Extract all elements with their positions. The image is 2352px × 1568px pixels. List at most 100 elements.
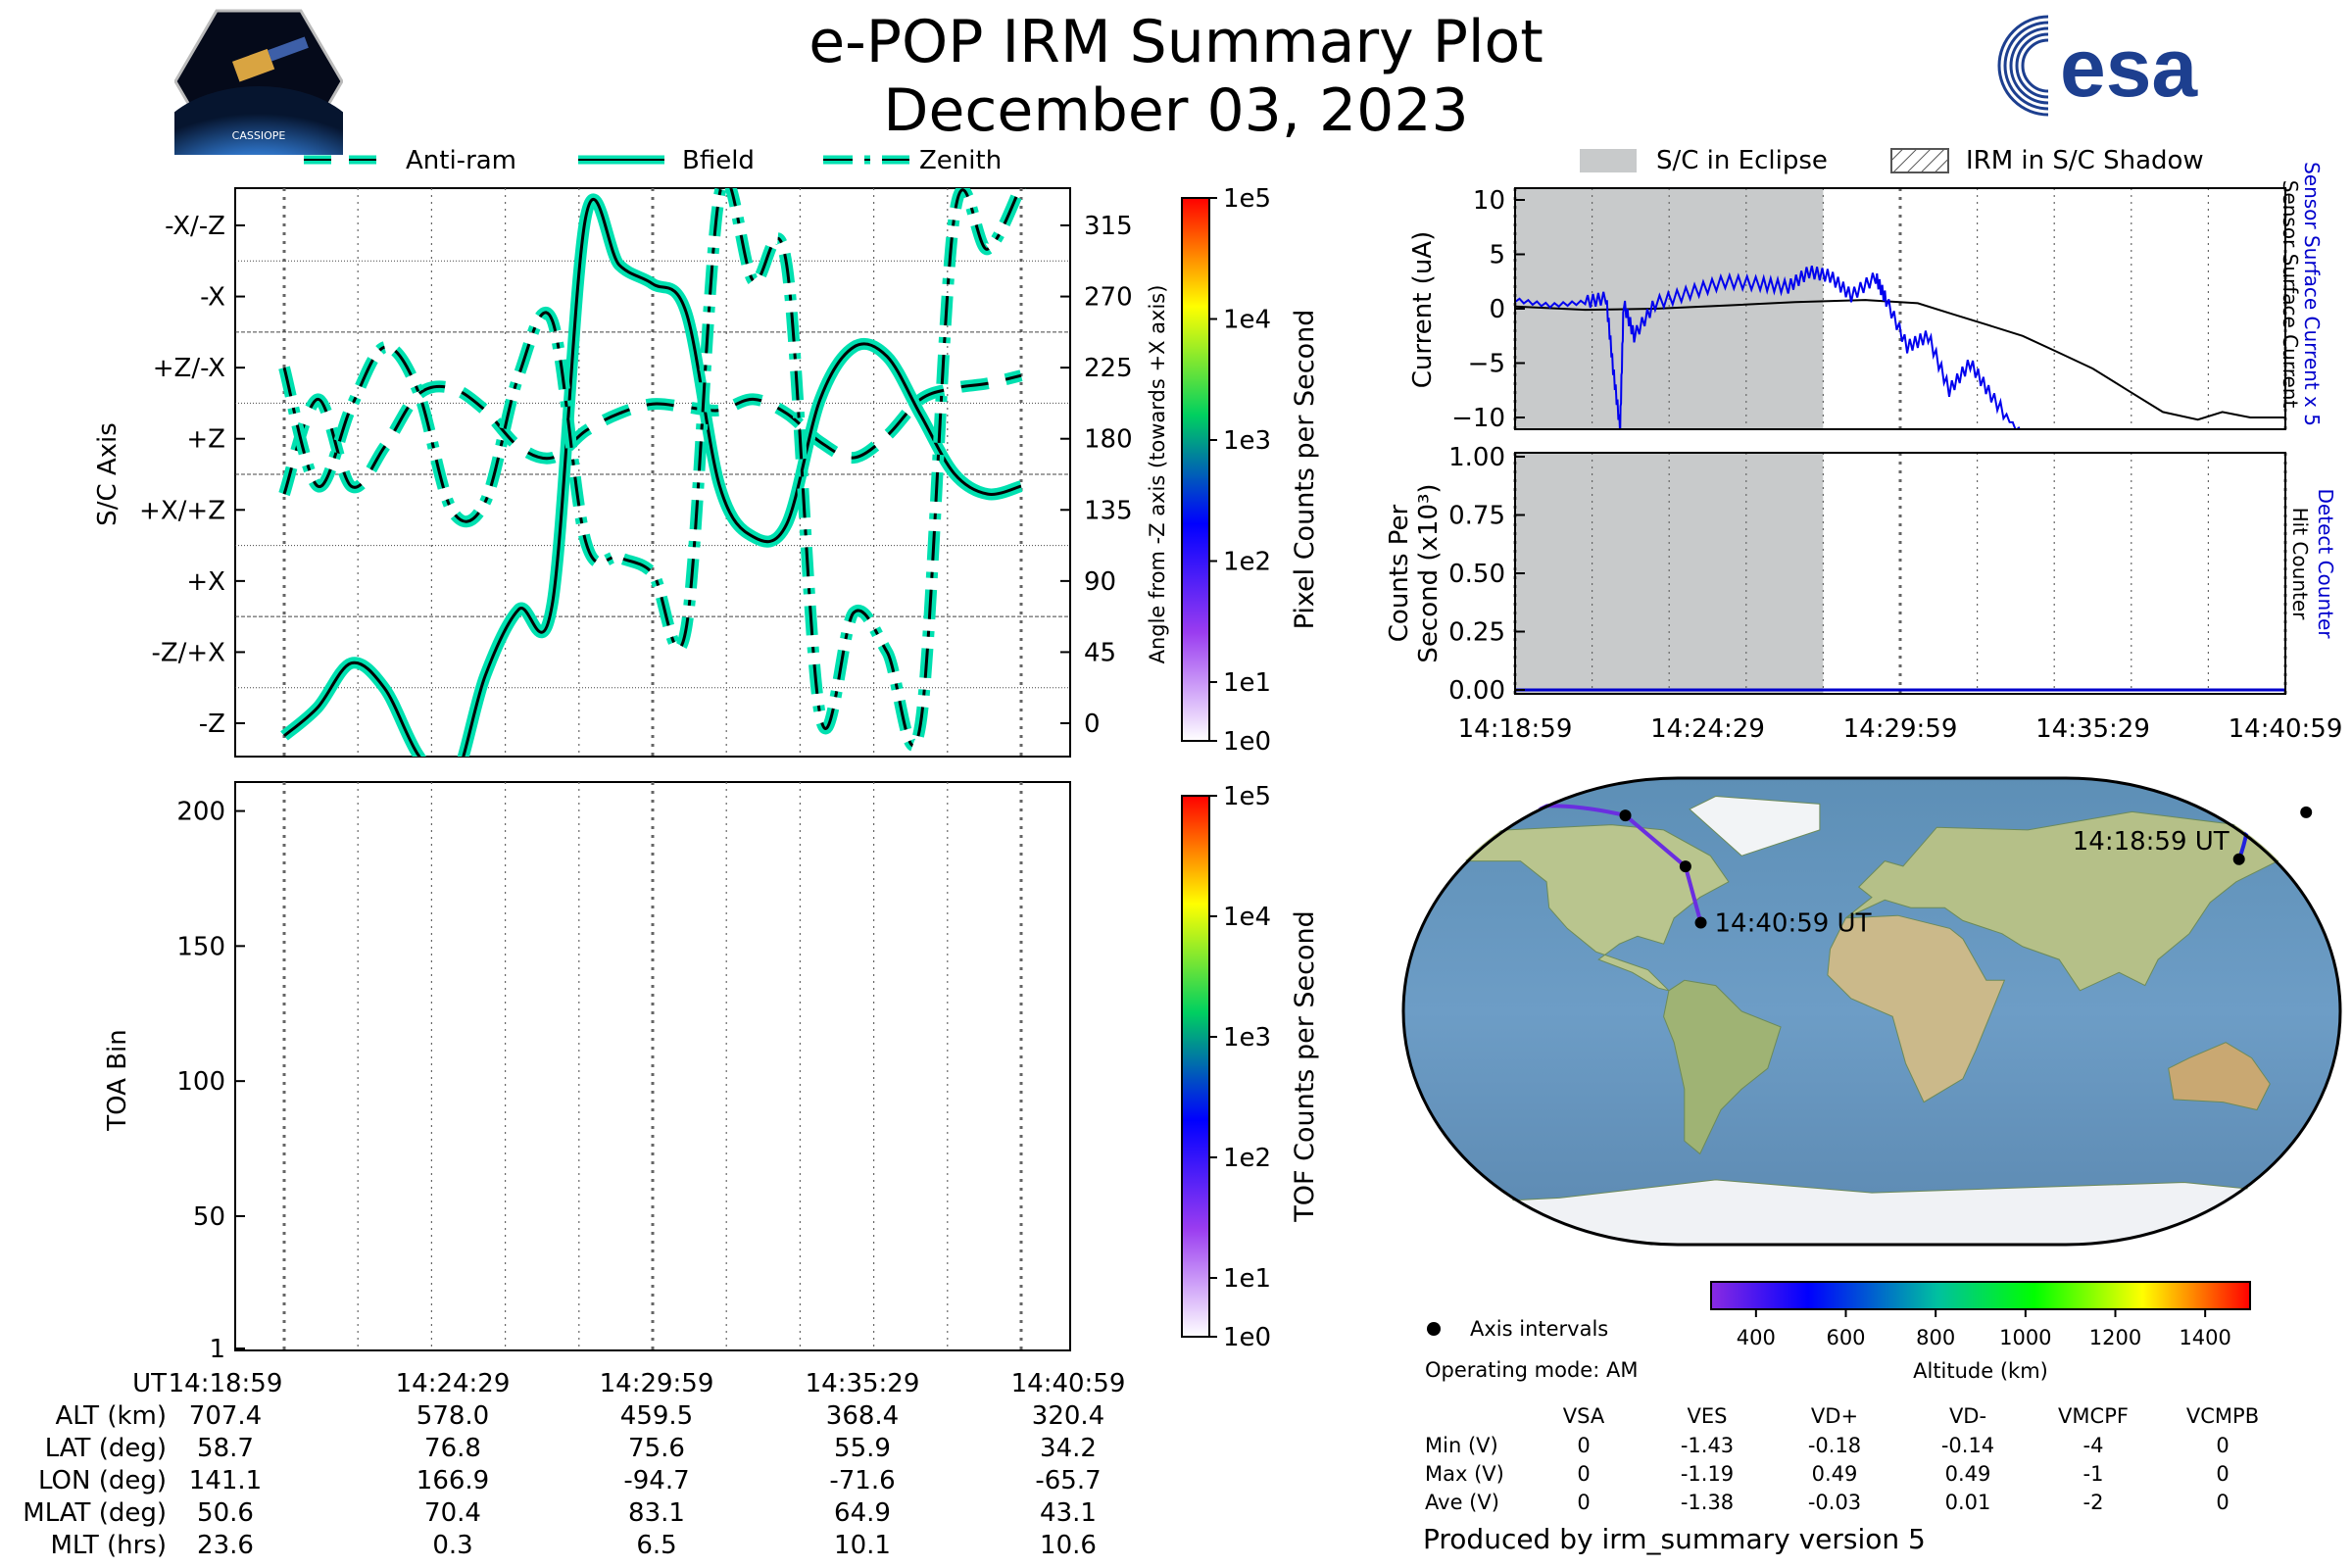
map-border — [1401, 776, 2342, 1247]
ephemeris-label: UT — [132, 1369, 167, 1398]
voltage-row-label: Max (V) — [1425, 1462, 1504, 1486]
tof-colorbar-tick: 1e0 — [1223, 1323, 1271, 1352]
current-traces — [1515, 265, 2285, 429]
voltage-value: 0 — [2216, 1434, 2229, 1457]
ephemeris-value: 459.5 — [620, 1401, 693, 1431]
tof-ytick: 150 — [176, 932, 225, 961]
axis-interval-marker — [2300, 806, 2313, 818]
axis-interval-marker — [2232, 853, 2245, 865]
ephemeris-value: 141.1 — [189, 1466, 262, 1495]
voltage-value: 0 — [2216, 1491, 2229, 1514]
voltage-header: VMCPF — [2058, 1404, 2129, 1428]
voltage-value: 0.01 — [1945, 1491, 1991, 1514]
x-tick-label: 14:18:59 — [1458, 714, 1573, 744]
eurasia — [1845, 810, 2341, 992]
attitude-ytick: +Z — [186, 425, 225, 455]
tof-ylabel: TOA Bin — [103, 1029, 132, 1131]
trace-sensor-surface-current — [1515, 299, 2285, 421]
ephemeris-label: MLT (hrs) — [51, 1531, 168, 1560]
attitude-right-tick: 0 — [1084, 710, 1101, 739]
ephemeris-value: 0.3 — [432, 1531, 472, 1560]
voltage-header: VCMPB — [2186, 1404, 2259, 1428]
current-ytick: −5 — [1468, 350, 1505, 379]
operating-mode: Operating mode: AM — [1425, 1358, 1638, 1382]
footer: Produced by irm_summary version 5 — [1423, 1523, 1926, 1555]
ephemeris-label: LON (deg) — [38, 1466, 167, 1495]
attitude-legend-bfield: Bfield — [682, 146, 755, 175]
attitude-ylabel: S/C Axis — [93, 422, 122, 526]
voltage-value: 0.49 — [1812, 1462, 1858, 1486]
pixel-colorbar-tick: 1e5 — [1223, 184, 1271, 214]
voltage-value: -4 — [2083, 1434, 2104, 1457]
altitude-label: Altitude (km) — [1913, 1359, 2048, 1383]
plot-date: December 03, 2023 — [883, 76, 1469, 145]
tof-ytick: 100 — [176, 1067, 225, 1097]
greenland — [1689, 795, 1821, 857]
ephemeris-value: -94.7 — [623, 1466, 689, 1495]
attitude-right-tick: 270 — [1084, 283, 1133, 313]
ephemeris-value: 14:24:29 — [396, 1369, 511, 1398]
shadow-legend-label: IRM in S/C Shadow — [1966, 146, 2204, 175]
altitude-tick: 400 — [1737, 1326, 1776, 1349]
current-ylabel: Current (uA) — [1408, 231, 1438, 388]
counts-ylabel-1: Counts Per — [1385, 504, 1414, 642]
ephemeris-value: 14:29:59 — [600, 1369, 714, 1398]
x-tick-label: 14:35:29 — [2035, 714, 2150, 744]
current-right-label-blue: Sensor Surface Current x 5 — [2300, 162, 2324, 426]
pixel-colorbar-tick: 1e0 — [1223, 727, 1271, 757]
voltage-value: -0.03 — [1808, 1491, 1861, 1514]
pixel-colorbar-label: Pixel Counts per Second — [1290, 310, 1320, 630]
counts-ytick: 0.00 — [1448, 676, 1505, 706]
tof-ytick: 50 — [193, 1202, 225, 1232]
tof-colorbar-tick: 1e2 — [1223, 1144, 1271, 1173]
attitude-ytick: -Z/+X — [151, 638, 225, 667]
shadow-legend-swatch — [1890, 148, 1949, 173]
tof-colorbar-tick: 1e4 — [1223, 903, 1271, 932]
counts-ytick: 0.25 — [1448, 618, 1505, 648]
ephemeris-value: 368.4 — [826, 1401, 899, 1431]
tof-colorbar-bar — [1181, 795, 1210, 1338]
ephemeris-value: -65.7 — [1035, 1466, 1101, 1495]
current-ytick: 0 — [1489, 295, 1505, 324]
north-america — [1433, 824, 1730, 992]
ephemeris-value: -71.6 — [829, 1466, 895, 1495]
voltage-value: 0 — [2216, 1462, 2229, 1486]
ephemeris-value: 14:18:59 — [169, 1369, 283, 1398]
current-ytick: 10 — [1473, 186, 1505, 216]
axis-interval-marker — [1694, 916, 1707, 929]
eclipse-legend-label: S/C in Eclipse — [1656, 146, 1828, 175]
axis-intervals-legend-marker — [1427, 1322, 1441, 1336]
counts-ytick: 0.50 — [1448, 560, 1505, 589]
voltage-header: VES — [1688, 1404, 1728, 1428]
trace-bfield — [283, 197, 1022, 757]
ephemeris-value: 707.4 — [189, 1401, 262, 1431]
ephemeris-value: 166.9 — [416, 1466, 489, 1495]
pixel-colorbar-tick: 1e3 — [1223, 426, 1271, 456]
attitude-legend-zenith: Zenith — [919, 146, 1002, 175]
current-ytick: 5 — [1489, 241, 1505, 270]
altitude-tick: 600 — [1826, 1326, 1865, 1349]
voltage-value: -0.18 — [1808, 1434, 1861, 1457]
voltage-value: -1.38 — [1681, 1491, 1734, 1514]
altitude-tick: 800 — [1916, 1326, 1955, 1349]
pixel-colorbar-tick: 1e2 — [1223, 548, 1271, 577]
voltage-value: -1.19 — [1681, 1462, 1734, 1486]
voltage-row-label: Ave (V) — [1425, 1491, 1499, 1514]
x-tick-label: 14:29:59 — [1843, 714, 1958, 744]
pixel-colorbar-tick: 1e4 — [1223, 306, 1271, 335]
attitude-traces — [278, 188, 1027, 757]
ephemeris-value: 64.9 — [834, 1498, 891, 1528]
voltage-row-label: Min (V) — [1425, 1434, 1498, 1457]
attitude-right-tick: 180 — [1084, 425, 1133, 455]
ephemeris-value: 23.6 — [197, 1531, 254, 1560]
counts-right-label-black: Hit Counter — [2288, 508, 2312, 620]
ephemeris-label: MLAT (deg) — [23, 1498, 167, 1528]
counts-ytick: 0.75 — [1448, 502, 1505, 531]
attitude-legend-anti-ram: Anti-ram — [406, 146, 516, 175]
attitude-ytick: +X — [186, 567, 225, 597]
attitude-right-tick: 135 — [1084, 496, 1133, 525]
current-right-label-black: Sensor Surface Current — [2278, 180, 2302, 409]
voltage-value: -0.14 — [1941, 1434, 1994, 1457]
attitude-ytick: +X/+Z — [139, 496, 225, 525]
